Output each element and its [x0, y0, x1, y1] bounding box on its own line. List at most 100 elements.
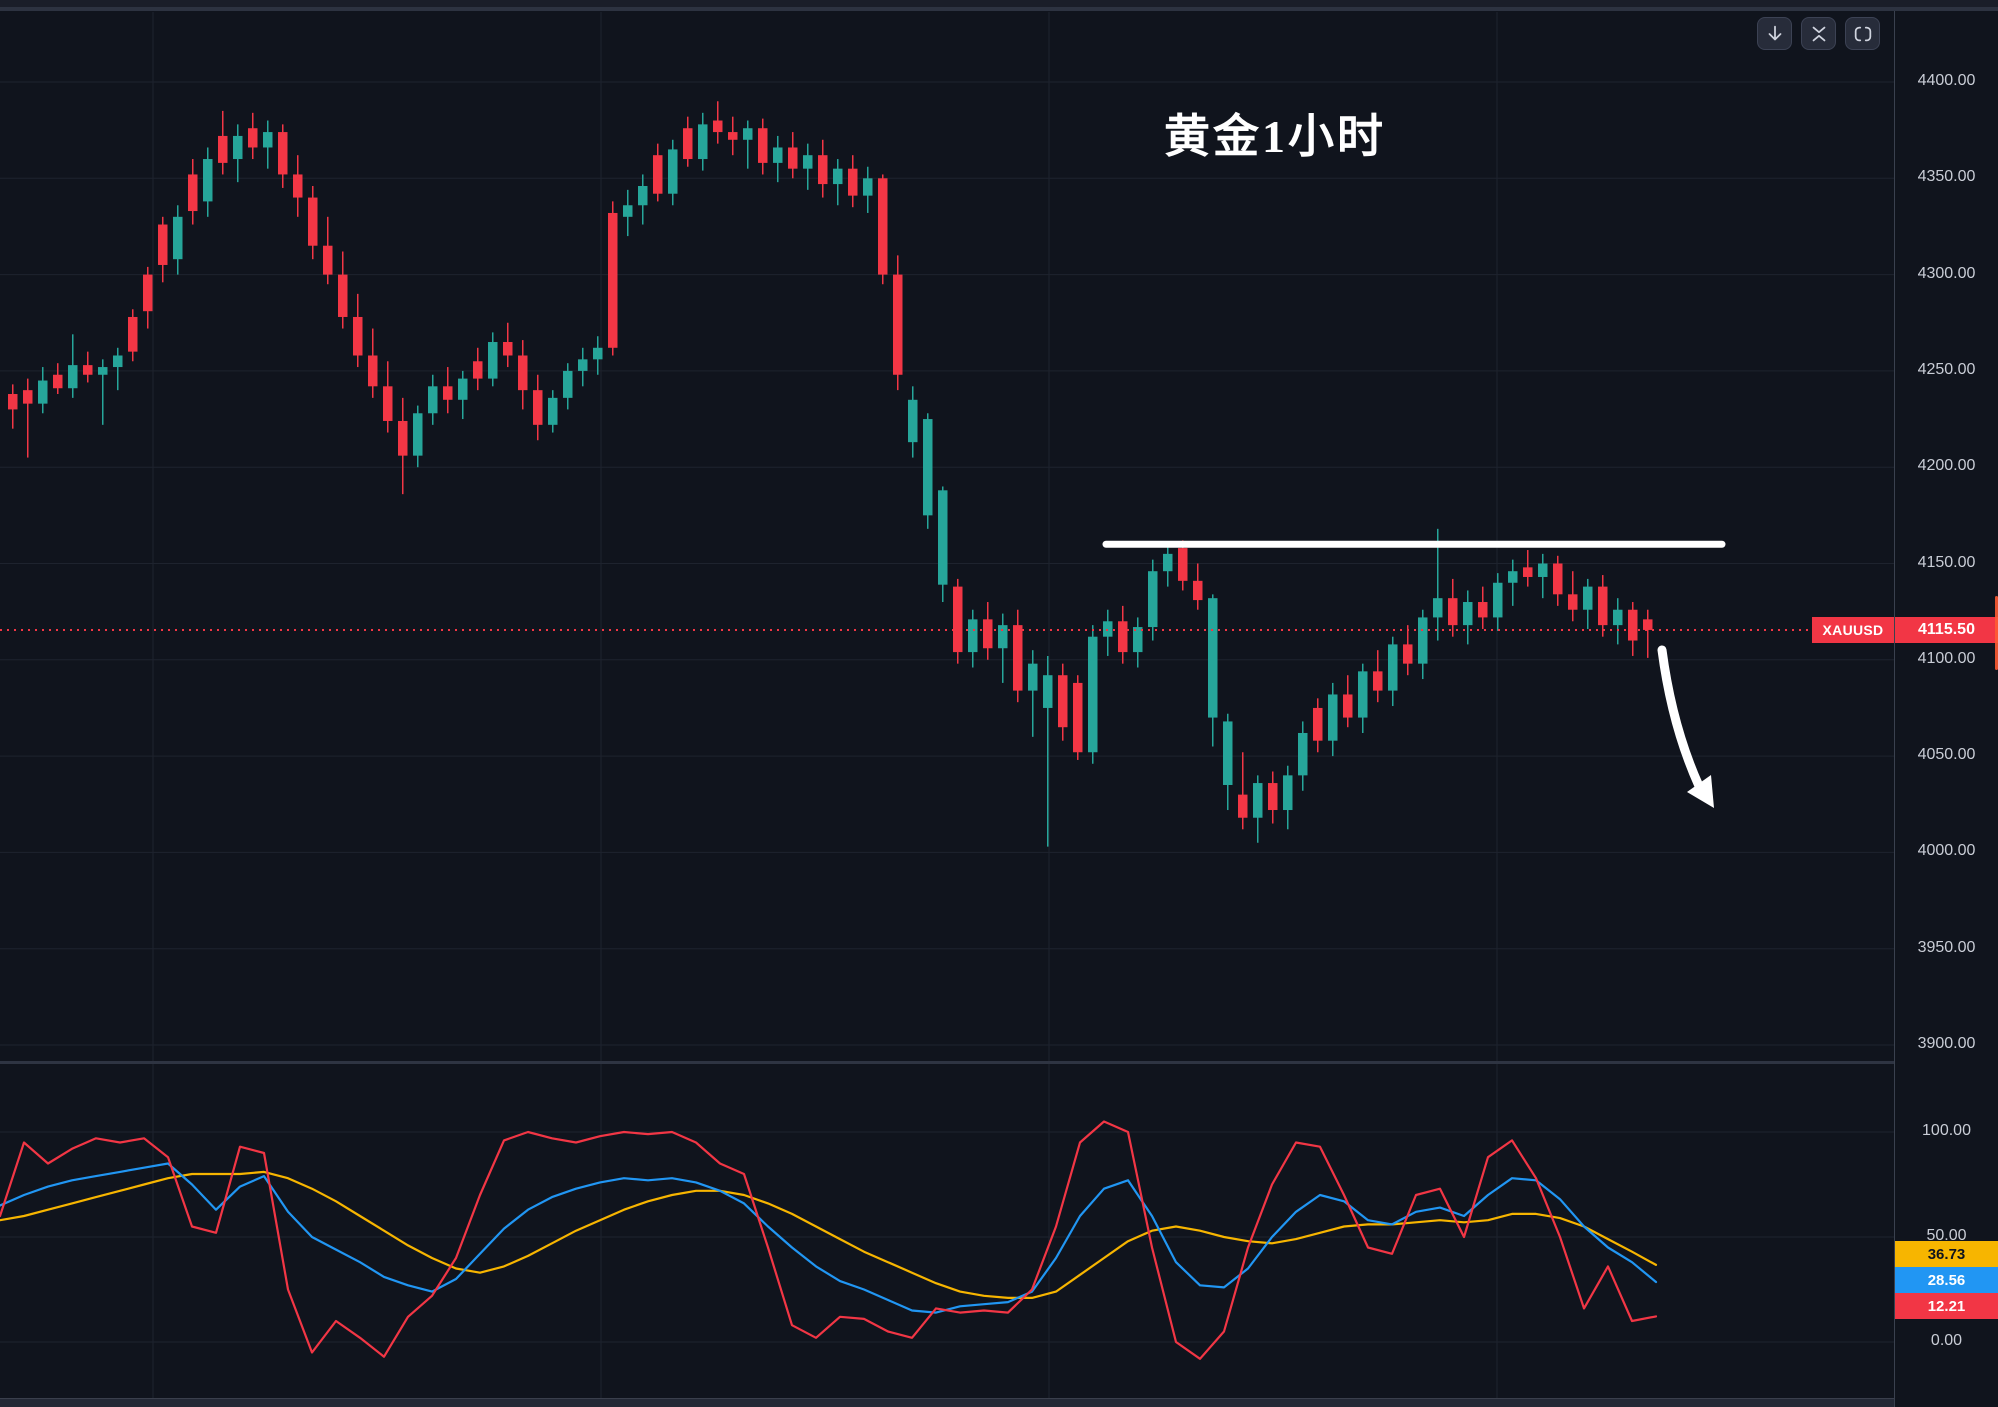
price-axis-label: 4100.00	[1917, 649, 1976, 667]
indicator-line-mid-blue	[0, 1162, 1658, 1314]
candle-body	[293, 174, 303, 198]
candle-body	[368, 355, 378, 387]
candle-body	[308, 197, 318, 246]
candle-body	[1073, 682, 1083, 753]
price-axis-label: 3950.00	[1917, 938, 1976, 956]
candle-body	[1088, 636, 1098, 753]
candle-body	[143, 274, 153, 312]
price-axis-label: 3900.00	[1917, 1035, 1976, 1052]
pane-separator[interactable]	[0, 1061, 1998, 1064]
candle-body	[998, 625, 1008, 649]
candle-body	[1118, 621, 1128, 653]
top-strip-edge	[0, 7, 1998, 11]
candle-body	[533, 390, 543, 425]
candle-body	[908, 399, 918, 443]
candle-body	[1343, 694, 1353, 718]
candle-body	[428, 386, 438, 414]
candle-body	[623, 205, 633, 217]
indicator-axis-label: 100.00	[1922, 1122, 1971, 1139]
candle-body	[218, 135, 228, 163]
candle-body	[818, 155, 828, 185]
candle-body	[113, 355, 123, 368]
candle-body	[938, 490, 948, 585]
candle-body	[1553, 563, 1563, 595]
candle-body	[1313, 707, 1323, 741]
candle-body	[323, 245, 333, 275]
candle-body	[1328, 694, 1338, 741]
candle-body	[188, 174, 198, 212]
candle-body	[923, 419, 933, 516]
time-axis[interactable]	[0, 1398, 1998, 1407]
candle-body	[38, 380, 48, 404]
candle-body	[953, 586, 963, 653]
current-bar-marker	[1995, 596, 1998, 670]
candle-body	[1238, 794, 1248, 818]
candle-body	[608, 212, 618, 348]
candle-body	[668, 149, 678, 194]
candle-body	[758, 128, 768, 163]
candle-body	[1418, 617, 1428, 664]
candle-body	[1433, 598, 1443, 618]
price-axis-label: 4350.00	[1917, 168, 1976, 186]
candle-body	[1628, 609, 1638, 641]
candle-body	[173, 216, 183, 260]
candle-body	[458, 378, 468, 400]
candle-body	[98, 367, 108, 375]
candle-body	[278, 132, 288, 175]
candle-body	[638, 186, 648, 206]
candle-body	[1448, 598, 1458, 626]
candle-body	[833, 168, 843, 185]
price-axis-label: 4050.00	[1917, 746, 1976, 764]
indicator-value-badge: 36.73	[1895, 1241, 1998, 1267]
candle-body	[548, 397, 558, 425]
candle-body	[1373, 671, 1383, 691]
candle-body	[1028, 663, 1038, 691]
price-axis-label: 4300.00	[1917, 264, 1976, 282]
candle-body	[593, 347, 603, 360]
candle-body	[1358, 671, 1368, 718]
indicator-value-badge: 28.56	[1895, 1267, 1998, 1293]
candle-body	[1463, 602, 1473, 626]
symbol-price-label: XAUUSD	[1812, 617, 1894, 643]
candle-body	[518, 355, 528, 391]
candle-body	[1223, 721, 1233, 785]
candle-body	[1583, 586, 1593, 610]
candle-body	[713, 120, 723, 133]
candle-body	[1613, 609, 1623, 626]
candle-body	[1193, 580, 1203, 601]
candle-body	[563, 370, 573, 398]
price-axis[interactable]: 4400.00 4350.00 4300.00 4250.00 4200.00 4150.…	[1894, 11, 1998, 1407]
candle-body	[1568, 594, 1578, 610]
candle-body	[728, 132, 738, 140]
candle-body	[893, 274, 903, 375]
candle-body	[773, 147, 783, 163]
candle-body	[1523, 567, 1533, 577]
price-axis-label: 4200.00	[1917, 457, 1976, 475]
candle-body	[383, 386, 393, 421]
candle-body	[1253, 783, 1263, 818]
candle-body	[1283, 775, 1293, 811]
candle-body	[788, 147, 798, 169]
candle-body	[983, 619, 993, 649]
down-arrow-head	[1687, 775, 1714, 808]
candle-body	[1478, 602, 1488, 618]
candle-body	[1208, 598, 1218, 718]
candle-body	[803, 155, 813, 169]
candle-body	[158, 224, 168, 265]
candle-body	[1493, 582, 1503, 618]
candle-body	[1043, 675, 1053, 708]
candle-body	[653, 155, 663, 194]
candle-body	[878, 178, 888, 275]
candle-body	[863, 178, 873, 196]
collapse-pane-button[interactable]	[1801, 17, 1836, 50]
scroll-to-latest-button[interactable]	[1757, 17, 1792, 50]
fullscreen-button[interactable]	[1845, 17, 1880, 50]
candle-body	[263, 132, 273, 148]
candle-body	[968, 619, 978, 653]
down-arrow-annotation[interactable]	[1657, 645, 1704, 791]
candle-body	[23, 390, 33, 404]
candle-body	[128, 316, 138, 352]
indicator-line-fast-red	[0, 1120, 1658, 1360]
